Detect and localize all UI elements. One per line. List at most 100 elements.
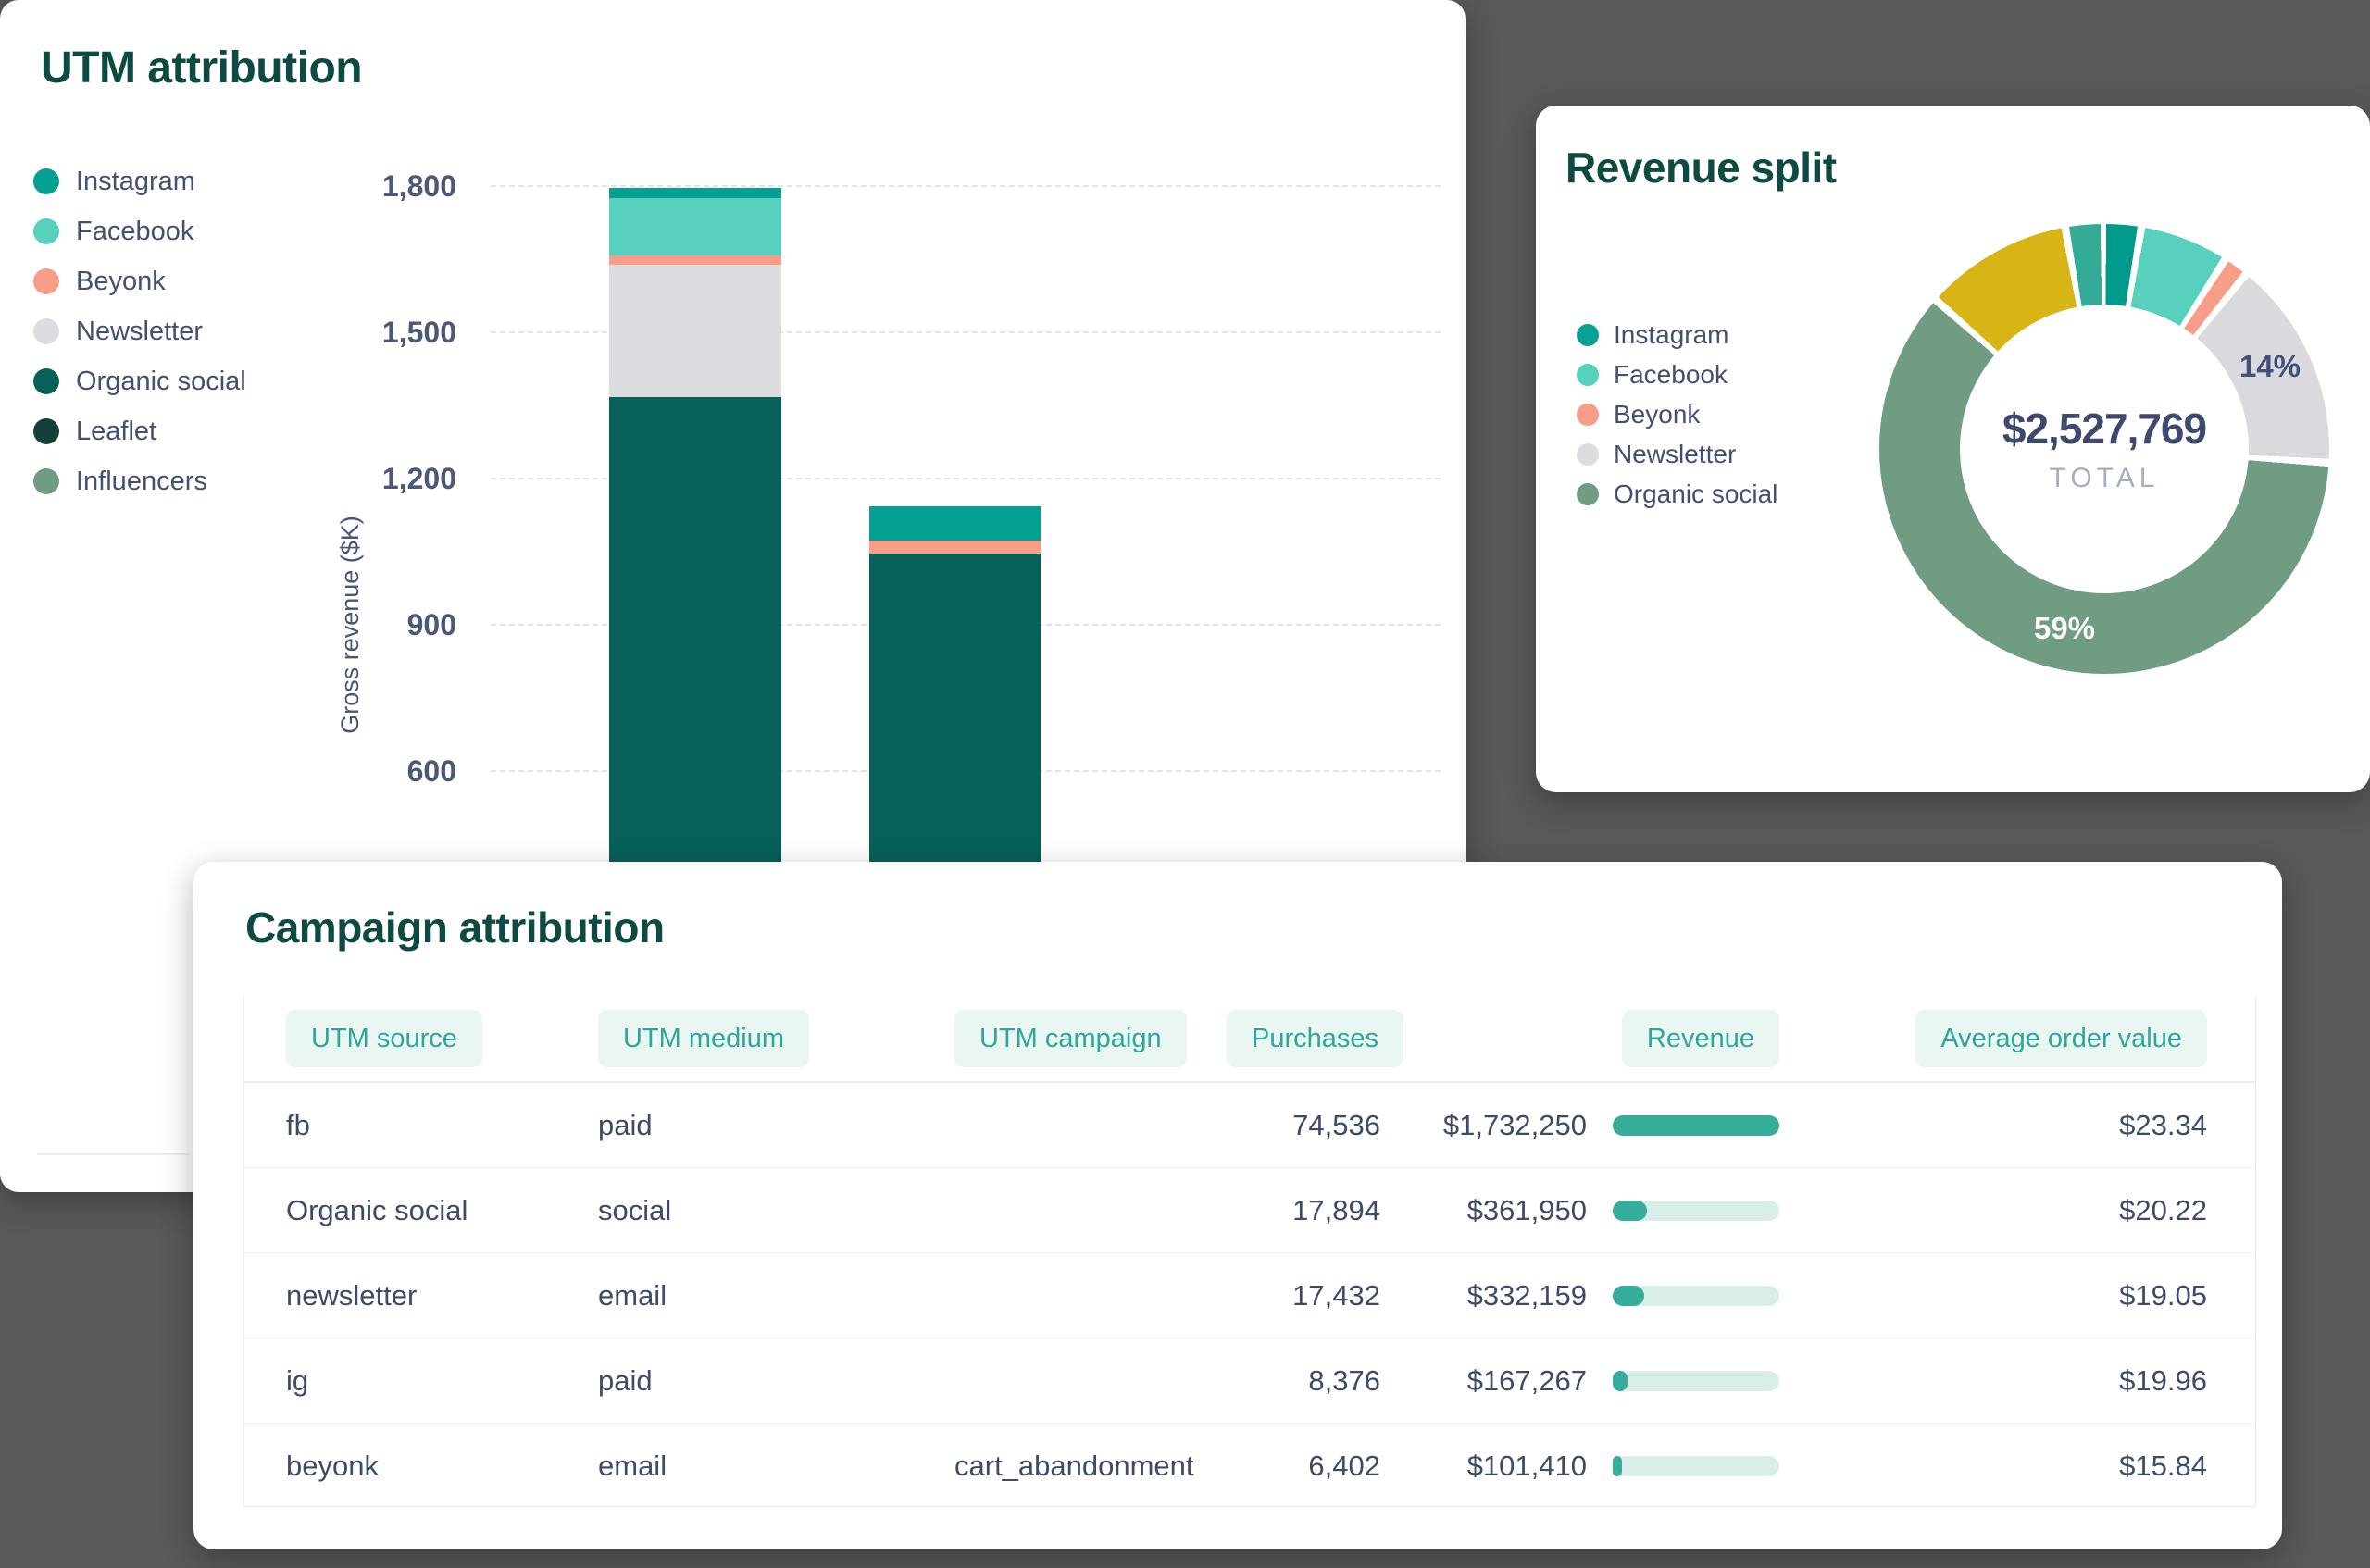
revenue-cell: $167,267 (1380, 1364, 1779, 1398)
utm-medium-cell: email (598, 1449, 667, 1482)
column-header-purchases[interactable]: Purchases (1227, 1009, 1404, 1067)
bar-segment-beyonk (609, 255, 781, 265)
utm-legend-item-organic-social[interactable]: Organic social (33, 366, 246, 397)
average-order-value-cell: $15.84 (2119, 1449, 2207, 1482)
legend-dot-icon (33, 218, 59, 244)
legend-label: Instagram (76, 166, 195, 196)
gridline (491, 331, 1441, 333)
bar-segment-beyonk (869, 540, 1041, 554)
utm-legend-item-influencers[interactable]: Influencers (33, 466, 207, 497)
revenue-legend-item-beyonk[interactable]: Beyonk (1577, 400, 1700, 429)
legend-label: Newsletter (76, 316, 203, 346)
legend-dot-icon (1577, 324, 1599, 346)
table-row-ig[interactable]: ig paid 8,376 $167,267 $19.96 (244, 1338, 2255, 1424)
purchases-cell: 17,432 (1292, 1278, 1380, 1312)
column-header-utm-source[interactable]: UTM source (286, 1009, 482, 1067)
legend-label: Newsletter (1614, 440, 1737, 468)
chart-bottom-divider (37, 1153, 190, 1155)
utm-legend-item-instagram[interactable]: Instagram (33, 166, 195, 197)
column-header-utm-medium[interactable]: UTM medium (598, 1009, 810, 1067)
revenue-value: $1,732,250 (1442, 1108, 1587, 1141)
legend-label: Beyonk (76, 266, 166, 296)
donut-total-label: TOTAL (2049, 463, 2160, 493)
header-cell: UTM source (244, 1009, 598, 1067)
utm-medium-cell: paid (598, 1108, 653, 1141)
purchases-cell: 74,536 (1292, 1108, 1380, 1141)
revenue-legend-item-organic-social[interactable]: Organic social (1577, 479, 1778, 509)
table-row-fb[interactable]: fb paid 74,536 $1,732,250 $23.34 (244, 1083, 2255, 1168)
legend-label: Organic social (76, 366, 246, 396)
average-order-value-cell: $20.22 (2119, 1193, 2207, 1226)
donut-label-newsletter: 14% (2239, 349, 2301, 383)
revenue-progress-bar (1613, 1114, 1779, 1136)
bar-segment-newsletter (609, 264, 781, 398)
revenue-progress-fill (1613, 1455, 1623, 1476)
legend-label: Facebook (76, 216, 194, 246)
legend-dot-icon (1577, 364, 1599, 386)
column-header-revenue[interactable]: Revenue (1621, 1009, 1779, 1067)
revenue-value: $101,410 (1466, 1449, 1587, 1482)
revenue-progress-fill (1613, 1370, 1628, 1391)
y-tick-label: 1,500 (381, 316, 456, 349)
revenue-cell: $332,159 (1380, 1279, 1779, 1313)
utm-legend-item-leaflet[interactable]: Leaflet (33, 416, 156, 447)
utm-medium-cell: paid (598, 1363, 653, 1397)
purchases-cell: 6,402 (1308, 1449, 1380, 1482)
legend-dot-icon (1577, 483, 1599, 505)
revenue-legend-item-instagram[interactable]: Instagram (1577, 320, 1729, 350)
bar-segment-instagram (869, 506, 1041, 541)
donut-total-value: $2,527,769 (2002, 404, 2207, 453)
donut-center: $2,527,769 TOTAL (1960, 305, 2249, 593)
purchases-cell: 17,894 (1292, 1193, 1380, 1226)
utm-legend-item-facebook[interactable]: Facebook (33, 216, 193, 247)
utm-source-cell: fb (286, 1108, 310, 1141)
legend-label: Influencers (76, 466, 207, 496)
bar-segment-instagram (609, 188, 781, 198)
utm-legend-item-beyonk[interactable]: Beyonk (33, 266, 166, 297)
gridline (491, 185, 1441, 187)
column-header-average-order-value[interactable]: Average order value (1915, 1009, 2207, 1067)
table-row-beyonk[interactable]: beyonk email cart_abandonment 6,402 $101,410… (244, 1424, 2255, 1508)
legend-dot-icon (33, 418, 59, 444)
utm-medium-cell: email (598, 1278, 667, 1312)
utm-legend-item-newsletter[interactable]: Newsletter (33, 316, 203, 347)
legend-label: Leaflet (76, 416, 157, 446)
header-cell: UTM campaign (954, 1009, 1227, 1067)
campaign-attribution-title: Campaign attribution (245, 903, 665, 952)
column-header-utm-campaign[interactable]: UTM campaign (954, 1009, 1187, 1067)
utm-source-cell: newsletter (286, 1278, 418, 1312)
average-order-value-cell: $23.34 (2119, 1108, 2207, 1141)
legend-label: Organic social (1614, 479, 1778, 508)
revenue-split-title: Revenue split (1565, 143, 1837, 192)
table-row-organic-social[interactable]: Organic social social 17,894 $361,950 $20.22 (244, 1168, 2255, 1253)
y-tick-label: 600 (406, 754, 456, 788)
gridline (491, 478, 1441, 479)
revenue-value: $332,159 (1466, 1278, 1587, 1312)
revenue-value: $167,267 (1466, 1363, 1587, 1397)
legend-dot-icon (1577, 404, 1599, 426)
revenue-progress-fill (1613, 1200, 1647, 1221)
table-row-newsletter[interactable]: newsletter email 17,432 $332,159 $19.05 (244, 1253, 2255, 1338)
y-tick-label: 1,200 (381, 462, 456, 495)
purchases-cell: 8,376 (1308, 1363, 1380, 1397)
y-tick-label: 900 (406, 608, 456, 641)
revenue-progress-fill (1613, 1285, 1645, 1306)
utm-source-cell: ig (286, 1363, 309, 1397)
average-order-value-cell: $19.96 (2119, 1363, 2207, 1397)
revenue-legend-item-facebook[interactable]: Facebook (1577, 360, 1728, 390)
revenue-progress-fill (1613, 1114, 1779, 1136)
y-tick-label: 1,800 (381, 169, 456, 203)
campaign-attribution-table: UTM source UTM medium UTM campaign Purchase… (243, 995, 2256, 1507)
donut-label-organic: 59% (2033, 611, 2096, 645)
header-cell: Revenue (1380, 1009, 1779, 1067)
revenue-cell: $361,950 (1380, 1194, 1779, 1227)
utm-attribution-title: UTM attribution (41, 44, 363, 93)
revenue-legend-item-newsletter[interactable]: Newsletter (1577, 440, 1736, 469)
table-header-row: UTM source UTM medium UTM campaign Purchase… (244, 995, 2255, 1083)
revenue-split-card: Revenue split Instagram Facebook Beyonk New… (1536, 106, 2370, 792)
utm-source-cell: Organic social (286, 1193, 468, 1226)
legend-label: Beyonk (1614, 400, 1701, 429)
revenue-cell: $101,410 (1380, 1450, 1779, 1483)
legend-label: Instagram (1614, 320, 1729, 349)
utm-campaign-cell: cart_abandonment (954, 1449, 1194, 1482)
